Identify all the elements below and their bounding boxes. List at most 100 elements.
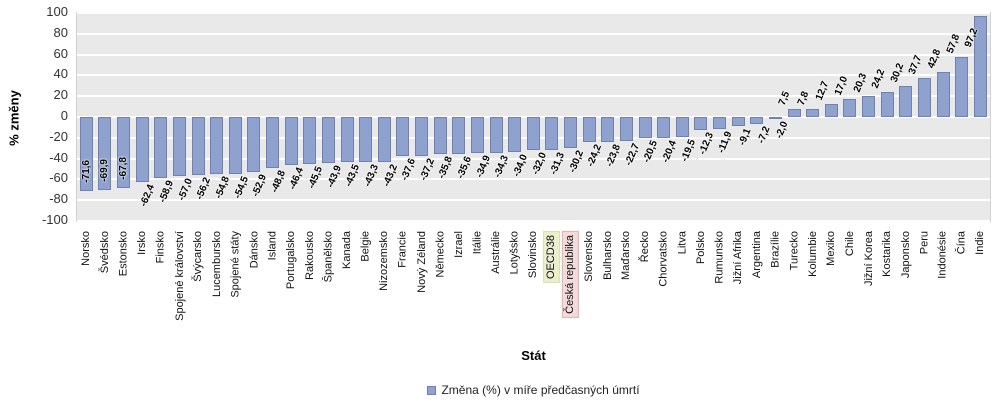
bar bbox=[768, 117, 782, 120]
bar-column: -12,3 Polsko bbox=[692, 13, 716, 264]
bar bbox=[359, 117, 373, 163]
value-label: -71,6 bbox=[80, 160, 92, 184]
bar bbox=[172, 117, 186, 177]
bar bbox=[917, 77, 931, 117]
bars-container: -71,6 Norsko -69,9 Švédsko -67,8 Estonsko -62,… bbox=[77, 13, 990, 321]
category-label: Německo bbox=[434, 231, 447, 278]
bar bbox=[973, 15, 987, 117]
bar bbox=[452, 117, 466, 155]
bar-column: -37,6 Francie bbox=[394, 13, 418, 268]
bar bbox=[955, 56, 969, 117]
category-label: Spojené království bbox=[173, 231, 186, 321]
category-label: Lucembursko bbox=[210, 231, 223, 298]
gridline bbox=[77, 199, 990, 202]
category-label: Spojené státy bbox=[229, 231, 242, 298]
category-label: Portugalsko bbox=[285, 231, 298, 290]
bar bbox=[284, 117, 298, 166]
bar bbox=[228, 117, 242, 174]
category-label: Chorvatsko bbox=[657, 231, 670, 287]
legend-label: Změna (%) v míře předčasných úmrtí bbox=[441, 383, 640, 397]
category-label: Island bbox=[266, 231, 279, 261]
bar bbox=[396, 117, 410, 157]
bar-column: 24,2 Kostarika bbox=[870, 13, 897, 277]
bar bbox=[619, 117, 633, 141]
category-label: Turecko bbox=[788, 231, 801, 271]
bar-column: 7,5 Turecko bbox=[777, 13, 804, 270]
bar-column: -35,6 Izrael bbox=[450, 13, 474, 258]
bar-column: 37,7 Peru bbox=[907, 13, 934, 254]
bar bbox=[508, 117, 522, 153]
bar-column: -58,9 Finsko bbox=[152, 13, 176, 263]
gridline bbox=[77, 157, 990, 160]
gridline bbox=[77, 220, 990, 222]
category-label: Finsko bbox=[154, 231, 167, 264]
bar bbox=[806, 108, 820, 117]
category-label: Kanada bbox=[341, 231, 354, 269]
category-label: Francie bbox=[396, 231, 409, 268]
category-label: Indie bbox=[974, 231, 987, 255]
bar bbox=[899, 85, 913, 117]
bar-column: -32,0 Slovinsko bbox=[524, 13, 549, 278]
value-label: -69,9 bbox=[98, 158, 110, 182]
category-label: OECD38 bbox=[542, 231, 560, 284]
gridline bbox=[77, 12, 990, 14]
bar bbox=[694, 117, 708, 130]
category-label: Švýcarsko bbox=[192, 231, 205, 282]
category-label: Japonsko bbox=[899, 231, 912, 279]
bar bbox=[731, 117, 745, 127]
bar bbox=[880, 91, 894, 117]
bar-column: 42,8 Indonésie bbox=[926, 13, 953, 279]
y-tick-label: -80 bbox=[49, 191, 68, 207]
gridline bbox=[77, 74, 990, 77]
bar-column: 57,8 Čína bbox=[944, 13, 971, 254]
bar-column: -57,0 Spojené království bbox=[170, 13, 195, 321]
y-tick-label: -20 bbox=[49, 128, 68, 144]
bar-column: 12,7 Mexiko bbox=[814, 13, 841, 266]
category-label: Brazílie bbox=[769, 231, 782, 268]
bar-column: -67,8 Estonsko bbox=[114, 13, 133, 276]
category-label: Kolumbie bbox=[806, 231, 819, 277]
bar-column: 97,2 Indie bbox=[963, 13, 990, 255]
category-label: Lotyšsko bbox=[508, 231, 521, 275]
bar bbox=[526, 117, 540, 151]
bar bbox=[377, 117, 391, 162]
bar bbox=[545, 117, 559, 150]
category-label: Itálie bbox=[471, 231, 484, 255]
bar-column: -31,3 OECD38 bbox=[542, 13, 567, 284]
y-tick-label: -40 bbox=[49, 149, 68, 165]
bar-column: -22,7 Maďarsko bbox=[617, 13, 642, 280]
y-axis-ticks: 100 80 60 40 20 0 -20 -40 -60 -80 -100 bbox=[0, 0, 68, 240]
category-label: Řecko bbox=[639, 231, 652, 263]
category-label: Austrálie bbox=[490, 231, 503, 274]
bar-column: -52,9 Dánsko bbox=[245, 13, 269, 268]
bar bbox=[601, 117, 615, 142]
bar-column: -45,5 Rakousko bbox=[301, 13, 325, 280]
x-axis-title: Stát bbox=[521, 348, 546, 363]
category-label: Kostarika bbox=[881, 231, 894, 277]
bar bbox=[117, 117, 131, 188]
bar-column: -56,2 Švýcarsko bbox=[189, 13, 213, 282]
category-label: Litva bbox=[676, 231, 689, 255]
legend-marker-icon bbox=[427, 385, 437, 395]
category-label: Rumunsko bbox=[713, 231, 726, 284]
y-tick-label: 40 bbox=[53, 66, 68, 82]
bar bbox=[470, 117, 484, 154]
gridline bbox=[77, 95, 990, 98]
gridline bbox=[77, 53, 990, 56]
bar-column: -19,5 Litva bbox=[673, 13, 698, 254]
category-label: Jižní Afrika bbox=[732, 231, 745, 285]
bar bbox=[936, 72, 950, 117]
bar-column: -34,9 Itálie bbox=[468, 13, 493, 254]
bar bbox=[135, 117, 149, 182]
bar-column: -46,4 Portugalsko bbox=[282, 13, 306, 289]
bar-column: -30,2 Česká republika bbox=[561, 13, 586, 318]
bar-column: -20,4 Chorvatsko bbox=[654, 13, 679, 287]
category-label: Španělsko bbox=[322, 231, 335, 283]
bar-column: -48,8 Island bbox=[263, 13, 288, 260]
bar bbox=[787, 109, 801, 117]
category-label: Estonsko bbox=[117, 231, 130, 277]
bar bbox=[210, 117, 224, 174]
bar-column: -35,8 Německo bbox=[431, 13, 455, 277]
bar bbox=[98, 117, 112, 190]
